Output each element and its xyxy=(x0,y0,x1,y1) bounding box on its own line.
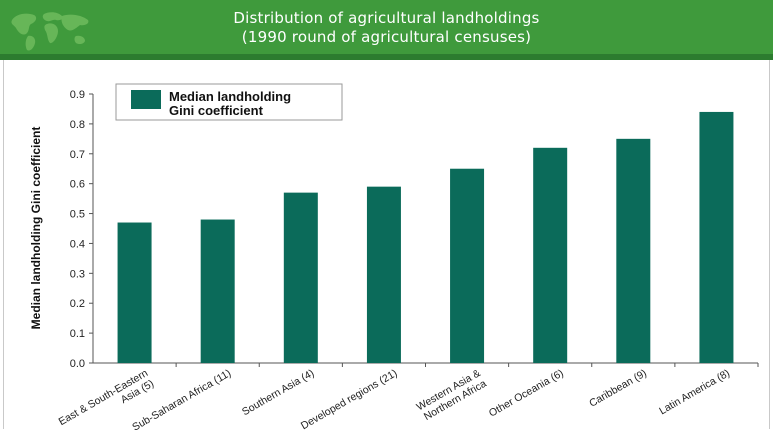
y-tick-label: 0.6 xyxy=(70,179,85,191)
legend-swatch xyxy=(131,90,161,109)
bars xyxy=(117,111,734,363)
bar xyxy=(366,186,401,363)
y-tick-label: 0.7 xyxy=(70,149,85,161)
x-tick-label: Caribbean (9) xyxy=(587,367,649,409)
x-tick-label-line: Other Oceania (6) xyxy=(487,367,566,419)
bar xyxy=(283,192,318,363)
x-tick-label-line: Latin America (8) xyxy=(657,367,732,417)
chart-title: Distribution of agricultural landholding… xyxy=(96,9,677,47)
bar xyxy=(616,138,651,363)
bar xyxy=(533,147,568,363)
y-tick-label: 0.0 xyxy=(70,358,85,370)
header-band xyxy=(0,54,773,60)
y-tick-label: 0.8 xyxy=(70,119,85,131)
y-tick-label: 0.9 xyxy=(70,89,85,101)
world-map-icon xyxy=(11,12,89,51)
legend: Median landholding Gini coefficient xyxy=(115,83,343,121)
y-tick-label: 0.5 xyxy=(70,209,85,221)
y-axis-label: Median landholding Gini coefficient xyxy=(29,127,43,330)
chart-title-line2: (1990 round of agricultural censuses) xyxy=(241,28,532,46)
y-tick-label: 0.3 xyxy=(70,268,85,280)
x-tick-label-line: Caribbean (9) xyxy=(587,367,649,409)
x-tick-label: Southern Asia (4) xyxy=(240,367,316,418)
y-tick-label: 0.2 xyxy=(70,298,85,310)
y-axis: 0.0 0.1 0.2 0.3 0.4 0.5 0.6 0.7 0.8 0.9 xyxy=(70,89,758,370)
chart-header: Distribution of agricultural landholding… xyxy=(0,0,773,60)
x-tick-label: Western Asia &Northern Africa xyxy=(415,367,489,424)
y-tick-label: 0.4 xyxy=(70,238,85,250)
legend-label-line2: Gini coefficient xyxy=(169,103,264,118)
y-tick-label: 0.1 xyxy=(70,328,85,340)
x-axis-labels: East & South-EasternAsia (5)Sub-Saharan … xyxy=(57,363,759,431)
chart-title-line1: Distribution of agricultural landholding… xyxy=(233,9,540,27)
bar xyxy=(699,111,734,363)
x-tick-label: Latin America (8) xyxy=(657,367,732,417)
bar xyxy=(450,168,485,363)
panel-border xyxy=(3,60,770,429)
legend-label-line1: Median landholding xyxy=(169,89,291,104)
x-tick-label-line: Southern Asia (4) xyxy=(240,367,316,418)
x-tick-label: Other Oceania (6) xyxy=(487,367,566,419)
bar xyxy=(117,222,152,363)
bar xyxy=(200,219,235,363)
